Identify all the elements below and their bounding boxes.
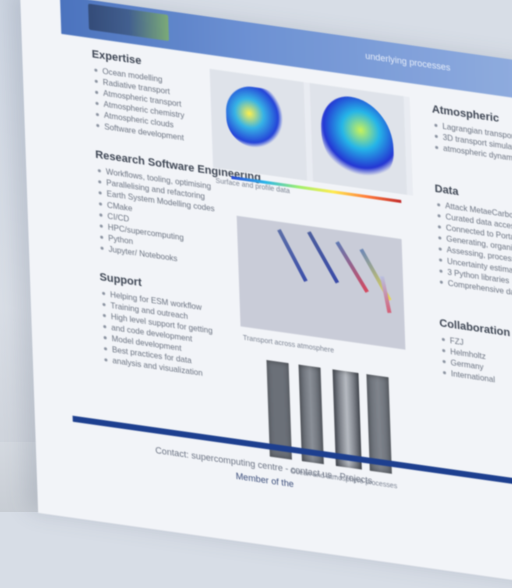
simulation-figure-top <box>209 68 413 204</box>
trajectory-line <box>307 231 340 284</box>
figure-panel-left <box>209 68 308 181</box>
banner-subtitle: underlying processes <box>365 50 451 73</box>
section-support: Support Helping for ESM workflow Trainin… <box>99 271 222 381</box>
left-column: Expertise Ocean modelling Radiative tran… <box>92 48 261 400</box>
trajectory-line <box>380 276 392 313</box>
banner-image <box>88 3 169 42</box>
trajectory-line <box>277 229 308 282</box>
heatmap-blob <box>225 83 286 152</box>
figure-panel-right <box>309 82 408 195</box>
section-rse: Research Software Engineering Workflows,… <box>95 149 261 271</box>
section-collaboration: Collaboration FZJ Helmholtz Germany Inte… <box>439 317 512 394</box>
section-atmospheric: Atmospheric Lagrangian transport 3D tran… <box>432 103 512 169</box>
section-expertise: Expertise Ocean modelling Radiative tran… <box>92 48 215 147</box>
section-data: Data Attack MetaeCarbon Curated data acc… <box>434 183 512 305</box>
right-column: Atmospheric Lagrangian transport 3D tran… <box>432 103 512 425</box>
poster: underlying processes Expertise Ocean mod… <box>20 0 512 587</box>
simulation-figure-middle <box>236 215 406 350</box>
heatmap-blob <box>319 92 395 184</box>
trajectory-line <box>335 241 369 293</box>
